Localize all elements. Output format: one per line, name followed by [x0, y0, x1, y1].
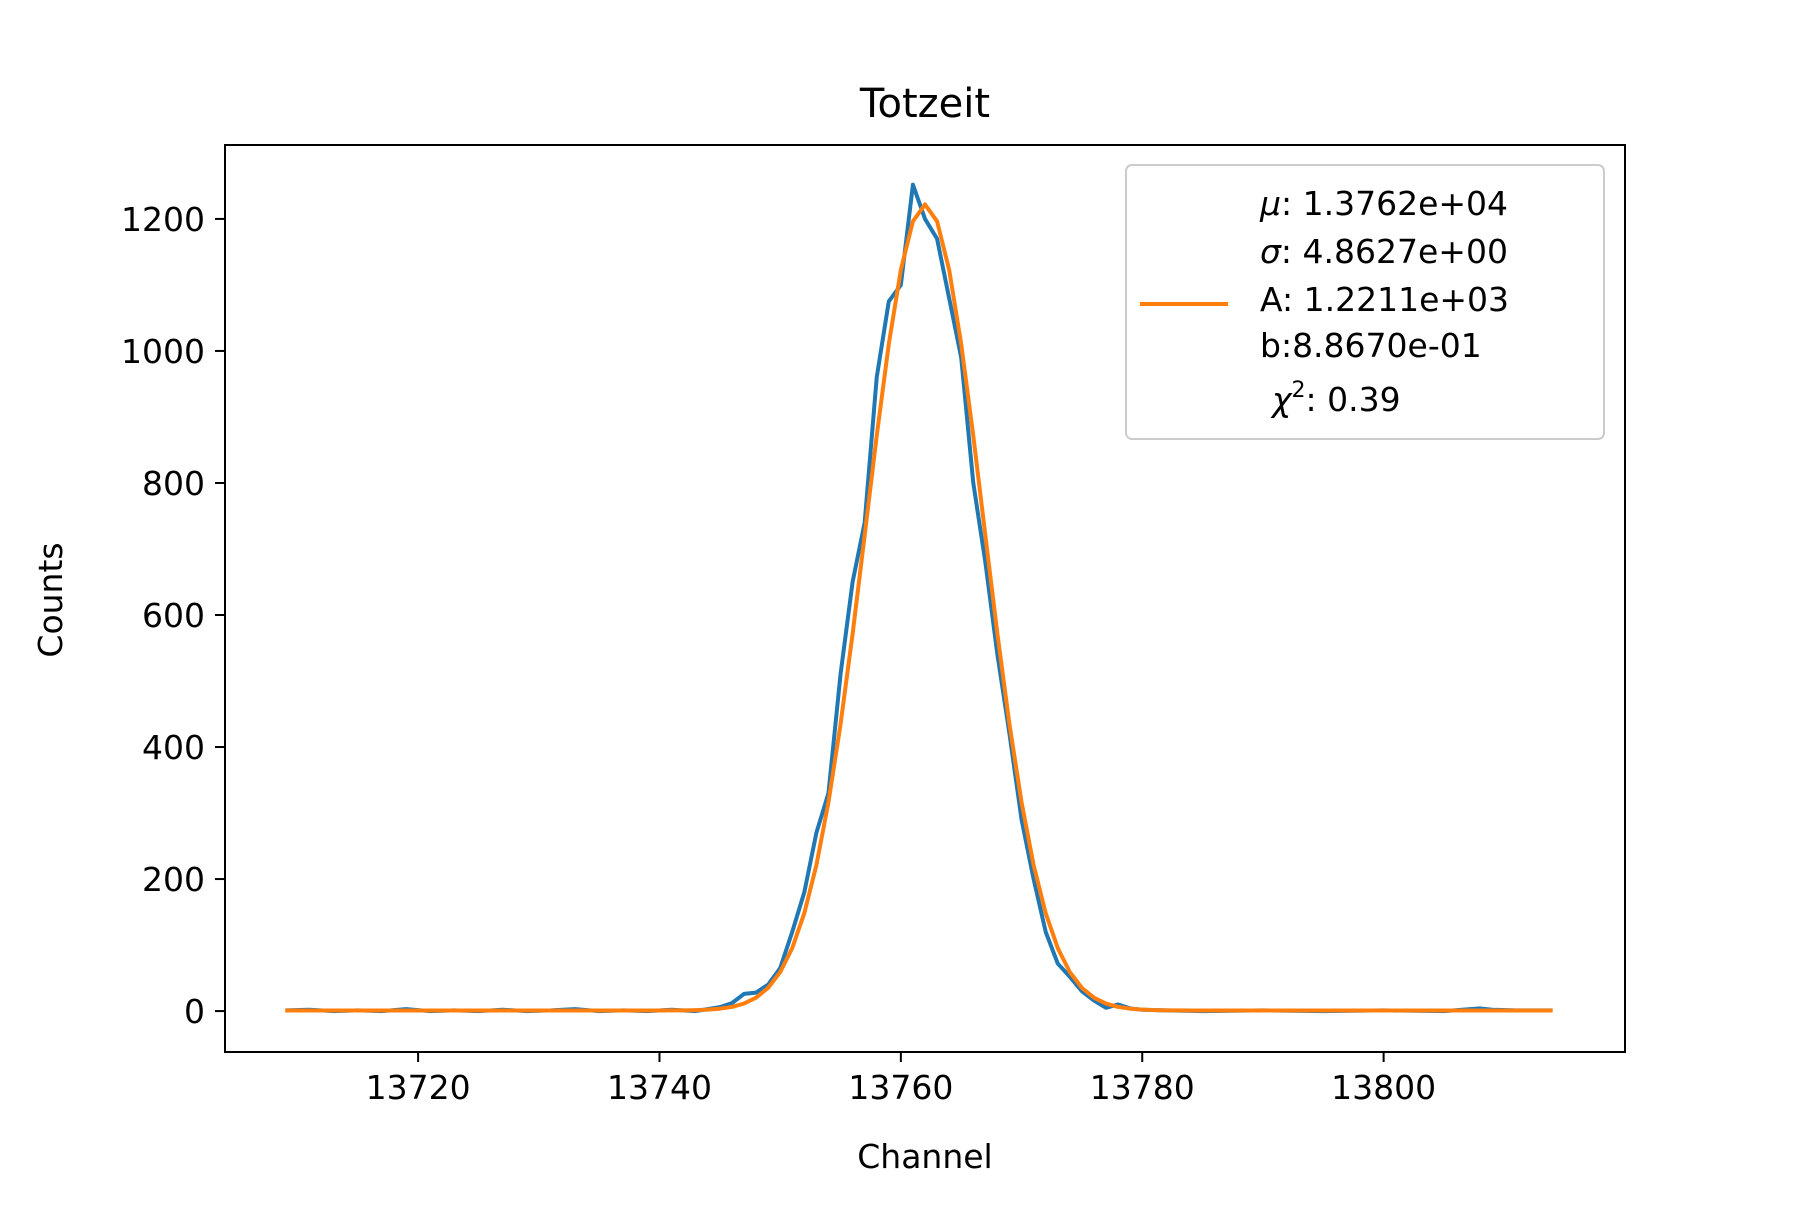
- y-tick-label: 400: [142, 728, 205, 767]
- legend-amplitude: A: 1.2211e+03: [1260, 280, 1509, 319]
- legend-background: b:8.8670e-01: [1260, 326, 1482, 365]
- y-axis-label: Counts: [31, 542, 70, 657]
- legend-box: [1125, 164, 1605, 440]
- y-tick-label: 0: [184, 992, 205, 1031]
- plot-frame: [224, 144, 1626, 1053]
- x-axis-ticks: 13720 13740 13760 13780 13800: [366, 1052, 1436, 1107]
- x-tick-label: 13740: [607, 1068, 712, 1107]
- series-layer: [285, 182, 1553, 1014]
- x-tick-label: 13780: [1090, 1068, 1195, 1107]
- legend-sigma: σ: 4.8627e+00: [1260, 232, 1508, 271]
- x-axis-label: Channel: [857, 1137, 992, 1176]
- legend-mu: μ: 1.3762e+04: [1259, 184, 1508, 223]
- x-tick-label: 13760: [848, 1068, 953, 1107]
- legend: μ: 1.3762e+04 σ: 4.8627e+00 A: 1.2211e+0…: [1125, 164, 1605, 440]
- x-tick-label: 13800: [1331, 1068, 1436, 1107]
- y-tick-label: 1200: [121, 200, 205, 239]
- y-tick-label: 1000: [121, 332, 205, 371]
- y-tick-label: 600: [142, 596, 205, 635]
- series-fit-line: [285, 202, 1553, 1013]
- legend-chi2: χ2: 0.39: [1270, 378, 1401, 419]
- chart-title: Totzeit: [859, 81, 990, 127]
- y-tick-label: 200: [142, 860, 205, 899]
- y-axis-ticks: 0 200 400 600 800 1000 1200: [121, 200, 225, 1031]
- y-tick-label: 800: [142, 464, 205, 503]
- x-tick-label: 13720: [366, 1068, 471, 1107]
